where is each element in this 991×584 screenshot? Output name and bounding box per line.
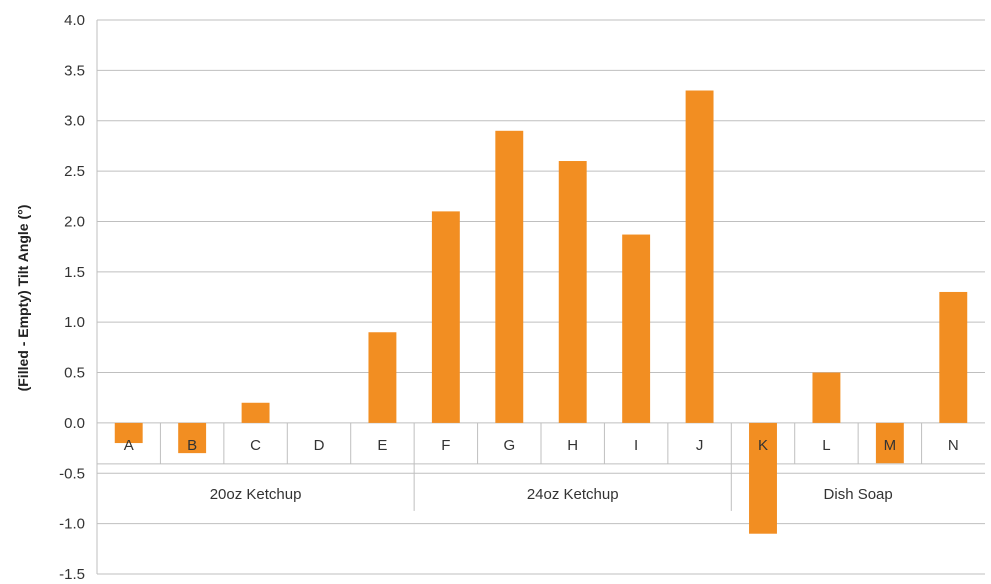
y-tick-label: 0.0 xyxy=(64,415,85,432)
y-tick-label: 3.0 xyxy=(64,113,85,130)
category-label: F xyxy=(441,437,450,454)
category-label: E xyxy=(377,437,387,454)
y-tick-label: 1.5 xyxy=(64,264,85,281)
category-label: G xyxy=(503,437,515,454)
group-label: 20oz Ketchup xyxy=(210,486,302,503)
bar-C xyxy=(241,402,270,423)
y-tick-label: 4.0 xyxy=(64,12,85,29)
category-labels: A B C D E F G H I J K L M N xyxy=(124,437,959,454)
y-tick-label: 1.0 xyxy=(64,314,85,331)
category-label: N xyxy=(948,437,959,454)
bar-I xyxy=(622,234,651,423)
y-axis-label: (Filled - Empty) Tilt Angle (°) xyxy=(15,205,31,392)
bar-L xyxy=(812,372,841,423)
y-tick-label: -1.0 xyxy=(59,516,85,533)
y-tick-label: 3.5 xyxy=(64,62,85,79)
y-tick-label: 0.5 xyxy=(64,365,85,382)
bar-H xyxy=(558,161,587,423)
bar-G xyxy=(495,130,524,423)
bar-F xyxy=(431,211,460,423)
bar-M xyxy=(875,422,904,464)
category-label: M xyxy=(884,437,897,454)
y-tick-labels: -1.5 -1.0 -0.5 0.0 0.5 1.0 1.5 2.0 2.5 3.0 3.5 4.0 xyxy=(59,12,85,583)
group-label: 24oz Ketchup xyxy=(527,486,619,503)
bar-K xyxy=(749,422,777,534)
group-label: Dish Soap xyxy=(824,486,893,503)
y-tick-label: -0.5 xyxy=(59,465,85,482)
category-label: C xyxy=(250,437,261,454)
y-tick-label: 2.5 xyxy=(64,163,85,180)
y-tick-label: 2.0 xyxy=(64,213,85,230)
category-label: K xyxy=(758,437,768,454)
category-label: A xyxy=(124,437,134,454)
gridlines xyxy=(97,19,985,575)
category-label: J xyxy=(696,437,704,454)
bar-B xyxy=(178,422,207,454)
category-label: L xyxy=(822,437,830,454)
bar-J xyxy=(685,90,714,423)
category-label: H xyxy=(567,437,578,454)
group-labels: 20oz Ketchup 24oz Ketchup Dish Soap xyxy=(210,486,893,503)
bar-E xyxy=(368,332,397,423)
category-table-lines xyxy=(96,20,985,574)
bar-A xyxy=(114,422,143,444)
category-label: D xyxy=(314,437,325,454)
y-tick-label: -1.5 xyxy=(59,566,85,583)
category-label: B xyxy=(187,437,197,454)
category-label: I xyxy=(634,437,638,454)
bars xyxy=(114,90,968,534)
bar-N xyxy=(939,291,968,423)
